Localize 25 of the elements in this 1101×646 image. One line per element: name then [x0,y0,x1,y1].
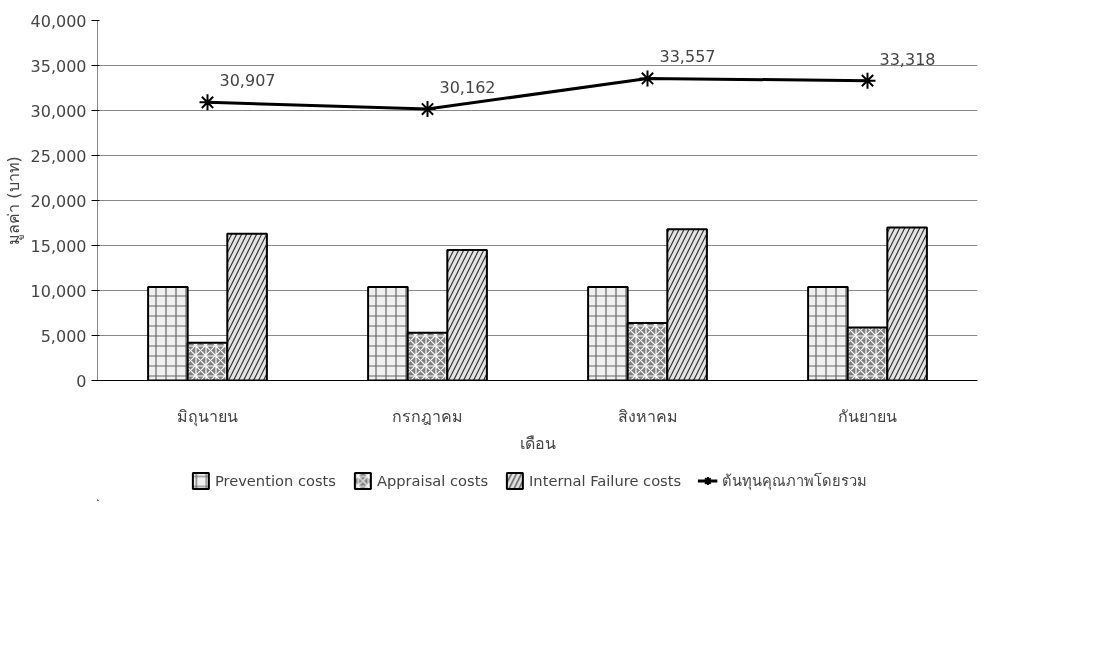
x-tick-label: กรกฎาคม [392,406,463,426]
legend-label: Prevention costs [214,471,336,489]
data-label: 33,318 [879,49,936,69]
y-tick-label: 25,000 [30,146,87,166]
legend-label: Appraisal costs [376,471,489,489]
point [858,71,877,90]
y-tick-label: 15,000 [30,236,87,256]
y-tick-label: 35,000 [30,56,87,76]
data-label: 30,162 [439,78,496,98]
data-label: 30,907 [219,71,276,91]
data-label: 33,557 [659,47,716,67]
y-tick-label: 30,000 [30,101,87,121]
y-tick-label: 40,000 [30,11,87,31]
x-tick-label: มิถุนายน [177,406,238,427]
x-tick-label: กันยายน [838,406,897,426]
y-tick-label: 5,000 [40,326,87,346]
y-tick-label: 10,000 [30,281,87,301]
x-tick-label: สิงหาคม [617,406,678,426]
point [638,69,657,88]
legend-label: Internal Failure costs [529,471,682,489]
y-tick-label: 0 [76,371,87,391]
y-axis-title: มูลค่า (บาท) [3,156,24,245]
y-tick-label: 20,000 [30,191,87,211]
x-axis-title: เดือน [519,433,556,453]
legend-label: ต้นทุนคุณภาพโดยรวม [722,470,868,492]
